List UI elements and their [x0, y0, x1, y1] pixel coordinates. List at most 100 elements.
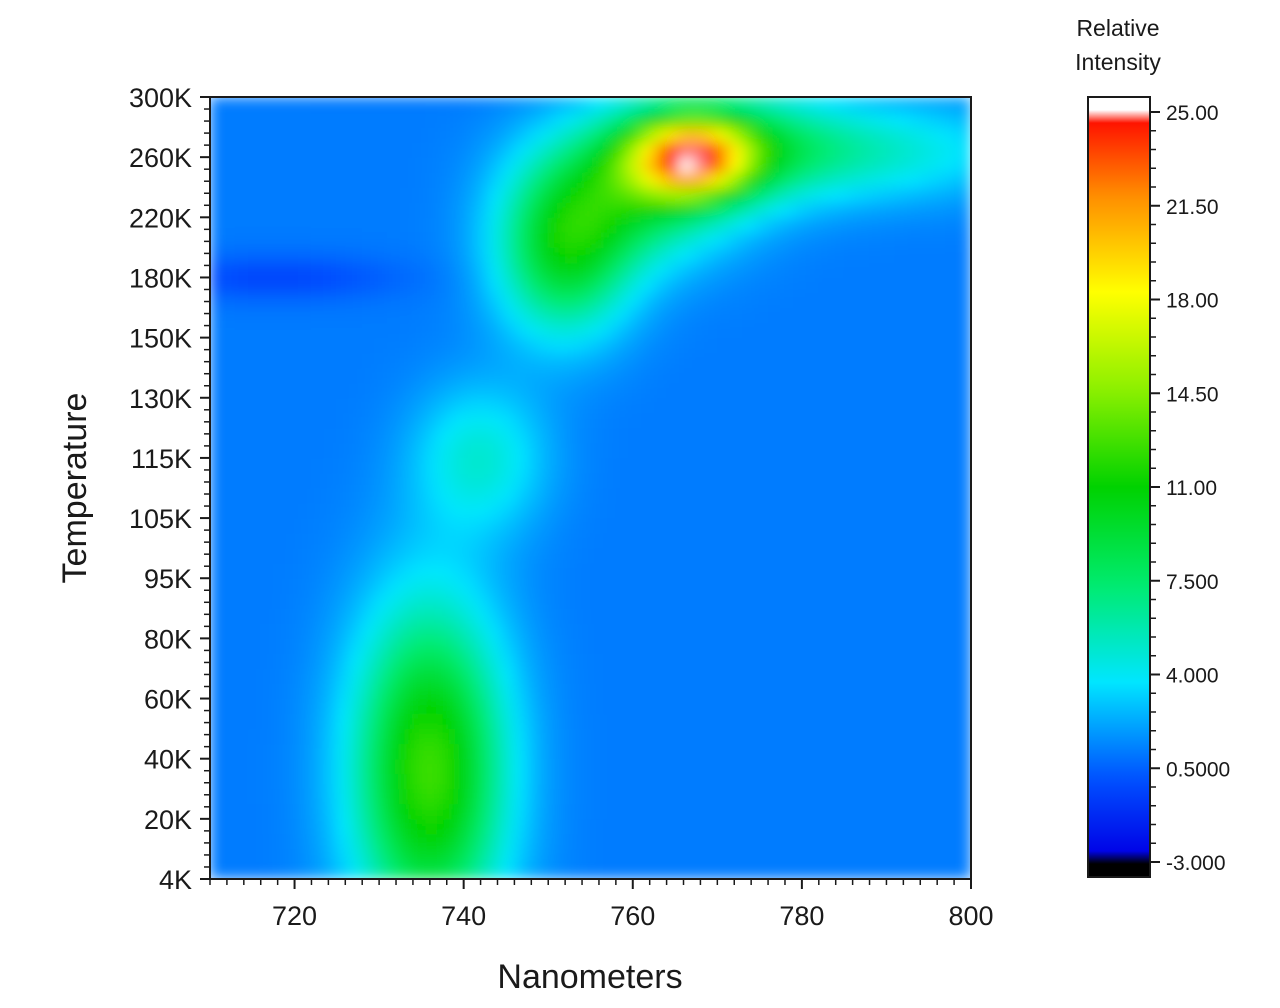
heatmap-cell — [818, 337, 832, 354]
heatmap-cell — [881, 803, 896, 820]
heatmap-cell — [894, 788, 909, 805]
heatmap-cell — [551, 683, 566, 700]
heatmap-cell — [463, 231, 477, 248]
heatmap-cell — [450, 276, 465, 293]
heatmap-cell — [729, 758, 744, 775]
heatmap-cell — [463, 683, 477, 700]
heatmap-cell — [463, 382, 477, 399]
heatmap-cell — [475, 502, 490, 519]
heatmap-cell — [488, 758, 503, 775]
heatmap-cell — [513, 758, 528, 775]
heatmap-cell — [590, 577, 604, 594]
heatmap-cell — [945, 652, 959, 669]
heatmap-cell — [919, 276, 934, 293]
heatmap-cell — [488, 141, 503, 158]
heatmap-cell — [336, 698, 351, 715]
heatmap-cell — [640, 352, 655, 369]
heatmap-cell — [260, 307, 274, 324]
heatmap-cell — [551, 231, 566, 248]
heatmap-cell — [210, 728, 224, 745]
heatmap-cell — [323, 547, 338, 564]
heatmap-cell — [856, 667, 871, 684]
heatmap-cell — [830, 472, 845, 489]
heatmap-cell — [780, 848, 794, 865]
heatmap-cell — [323, 231, 338, 248]
heatmap-cell — [945, 186, 959, 203]
heatmap-cell — [678, 517, 693, 534]
heatmap-cell — [780, 352, 794, 369]
colorbar-tick-label: 11.00 — [1166, 477, 1217, 500]
heatmap-cell — [234, 246, 249, 263]
heatmap-cell — [805, 547, 820, 564]
heatmap-cell — [526, 126, 541, 143]
heatmap-cell — [425, 622, 439, 639]
heatmap-cell — [501, 637, 515, 654]
heatmap-cell — [323, 276, 338, 293]
heatmap-cell — [399, 186, 414, 203]
y-tick-label: 105K — [129, 504, 192, 534]
heatmap-cell — [754, 622, 769, 639]
heatmap-cell — [387, 863, 401, 879]
heatmap-cell — [704, 397, 718, 414]
heatmap-cell — [361, 276, 376, 293]
heatmap-cell — [615, 201, 630, 218]
heatmap-cell — [742, 637, 756, 654]
heatmap-cell — [792, 622, 807, 639]
heatmap-cell — [640, 517, 655, 534]
heatmap-cell — [450, 457, 465, 474]
heatmap-cell — [666, 171, 680, 188]
heatmap-cell — [336, 592, 351, 609]
heatmap-cell — [564, 833, 579, 850]
heatmap-cell — [513, 517, 528, 534]
heatmap-cell — [945, 307, 959, 324]
heatmap-cell — [754, 246, 769, 263]
heatmap-cell — [387, 141, 401, 158]
heatmap-cell — [210, 382, 224, 399]
heatmap-cell — [336, 532, 351, 549]
heatmap-cell — [577, 412, 591, 429]
heatmap-cell — [666, 848, 680, 865]
heatmap-cell — [551, 292, 566, 309]
heatmap-cell — [894, 307, 909, 324]
heatmap-cell — [399, 773, 414, 790]
heatmap-cell — [957, 758, 971, 775]
heatmap-cell — [742, 773, 756, 790]
heatmap-cell — [298, 667, 312, 684]
heatmap-cell — [234, 487, 249, 504]
heatmap-cell — [818, 382, 832, 399]
heatmap-cell — [653, 246, 668, 263]
heatmap-cell — [869, 803, 883, 820]
heatmap-cell — [437, 322, 452, 339]
heatmap-cell — [463, 457, 477, 474]
heatmap-cell — [640, 382, 655, 399]
heatmap-cell — [957, 517, 971, 534]
heatmap-cell — [881, 758, 896, 775]
heatmap-cell — [678, 728, 693, 745]
heatmap-cell — [932, 803, 947, 820]
heatmap-cell — [488, 502, 503, 519]
heatmap-cell — [869, 592, 883, 609]
heatmap-cell — [501, 261, 515, 278]
heatmap-cell — [729, 307, 744, 324]
heatmap-cell — [513, 427, 528, 444]
heatmap-cell — [463, 637, 477, 654]
heatmap-cell — [792, 111, 807, 128]
heatmap-cell — [602, 667, 617, 684]
heatmap-cell — [399, 758, 414, 775]
heatmap-cell — [602, 397, 617, 414]
heatmap-cell — [310, 186, 325, 203]
heatmap-cell — [932, 231, 947, 248]
heatmap-cell — [907, 186, 921, 203]
heatmap-cell — [501, 382, 515, 399]
heatmap-cell — [957, 261, 971, 278]
heatmap-cell — [336, 246, 351, 263]
heatmap-cell — [666, 667, 680, 684]
heatmap-cell — [501, 186, 515, 203]
heatmap-cell — [805, 322, 820, 339]
heatmap-cell — [488, 231, 503, 248]
heatmap-cell — [780, 156, 794, 173]
heatmap-cell — [234, 367, 249, 384]
heatmap-cell — [349, 667, 363, 684]
heatmap-cell — [818, 412, 832, 429]
heatmap-cell — [513, 231, 528, 248]
